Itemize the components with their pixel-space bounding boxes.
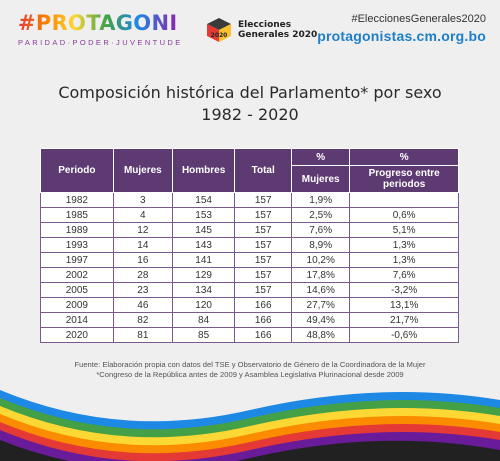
table-row: 1985 4 153 157 2,5% 0,6% [40,207,459,223]
cell-total: 166 [234,327,293,343]
elections-line1: Elecciones [238,20,292,30]
cell-periodo: 2005 [40,282,114,298]
cell-total: 157 [234,207,293,223]
cell-total: 157 [234,282,293,298]
cell-mujeres: 46 [112,297,173,313]
cell-total: 157 [234,192,293,208]
source-note: Fuente: Elaboración propia con datos del… [74,360,426,369]
cell-pct-mujeres: 1,9% [291,192,351,208]
cell-mujeres: 23 [112,282,173,298]
cell-hombres: 145 [171,222,236,238]
congress-note: *Congreso de la República antes de 2009 … [96,370,404,379]
cell-hombres: 141 [171,252,236,268]
subheader-mujeres: Mujeres [291,165,351,193]
header-links: #EleccionesGenerales2020 protagonistas.c… [317,13,486,44]
parliament-table: Periodo Mujeres Hombres Total % % Mujere… [40,148,459,343]
cell-periodo: 1985 [40,207,114,223]
cube-year: 2020 [211,32,228,39]
footer-notes: Fuente: Elaboración propia con datos del… [0,360,500,380]
cell-pct-mujeres: 27,7% [291,297,351,313]
table-row: 2009 46 120 166 27,7% 13,1% [40,297,459,313]
cell-hombres: 143 [171,237,236,253]
cell-pct-mujeres: 48,8% [291,327,351,343]
cell-pct-mujeres: 2,5% [291,207,351,223]
header-mujeres: Mujeres [112,148,173,193]
cell-hombres: 120 [171,297,236,313]
logo-title: #PROTAGONISTAS [18,11,238,35]
cell-periodo: 1993 [40,237,114,253]
cell-mujeres: 16 [112,252,173,268]
cell-mujeres: 28 [112,267,173,283]
cell-periodo: 2002 [40,267,114,283]
ballot-cube-icon: 2020 [207,18,231,42]
cell-hombres: 129 [171,267,236,283]
cell-periodo: 1982 [40,192,114,208]
logo-tagline: PARIDAD·PODER·JUVENTUDE [18,38,183,47]
cell-periodo: 2009 [40,297,114,313]
cell-mujeres: 12 [112,222,173,238]
cell-total: 157 [234,237,293,253]
cell-pct-mujeres: 7,6% [291,222,351,238]
subheader-progreso: Progreso entre periodos [349,165,459,193]
header-total: Total [234,148,293,193]
cell-mujeres: 4 [112,207,173,223]
cell-total: 166 [234,312,293,328]
cell-periodo: 1989 [40,222,114,238]
cell-pct-mujeres: 8,9% [291,237,351,253]
cell-periodo: 2020 [40,327,114,343]
cell-hombres: 85 [171,327,236,343]
cell-mujeres: 81 [112,327,173,343]
page-title: Composición histórica del Parlamento* po… [0,82,500,126]
cell-progreso: 21,7% [349,312,459,328]
title-line2: 1982 - 2020 [201,105,299,124]
cell-progreso: 7,6% [349,267,459,283]
title-line1: Composición histórica del Parlamento* po… [58,83,442,102]
cell-progreso: 0,6% [349,207,459,223]
cell-progreso [349,192,459,208]
table-row: 2020 81 85 166 48,8% -0,6% [40,327,459,343]
cell-hombres: 134 [171,282,236,298]
cell-periodo: 1997 [40,252,114,268]
cell-total: 157 [234,222,293,238]
cell-mujeres: 14 [112,237,173,253]
cell-total: 166 [234,297,293,313]
table-row: 2002 28 129 157 17,8% 7,6% [40,267,459,283]
cell-mujeres: 3 [112,192,173,208]
hashtag: #EleccionesGenerales2020 [351,13,486,25]
protagonistas-logo: #PROTAGONISTAS PARIDAD·PODER·JUVENTUDE [18,11,238,47]
cell-pct-mujeres: 49,4% [291,312,351,328]
table-row: 1989 12 145 157 7,6% 5,1% [40,222,459,238]
cell-periodo: 2014 [40,312,114,328]
cell-progreso: 1,3% [349,252,459,268]
table-row: 2014 82 84 166 49,4% 21,7% [40,312,459,328]
cell-progreso: -3,2% [349,282,459,298]
cell-total: 157 [234,267,293,283]
table-row: 2005 23 134 157 14,6% -3,2% [40,282,459,298]
header-hombres: Hombres [171,148,236,193]
site-url[interactable]: protagonistas.cm.org.bo [317,28,486,44]
cell-pct-mujeres: 14,6% [291,282,351,298]
cell-total: 157 [234,252,293,268]
elections-line2: Generales 2020 [238,30,318,40]
cell-progreso: 5,1% [349,222,459,238]
elections-logo: 2020 Elecciones Generales 2020 [206,17,317,43]
cell-progreso: 13,1% [349,297,459,313]
table-row: 1993 14 143 157 8,9% 1,3% [40,237,459,253]
header-pct-mujeres: % [291,148,351,166]
cell-progreso: 1,3% [349,237,459,253]
cell-progreso: -0,6% [349,327,459,343]
cell-hombres: 153 [171,207,236,223]
table-row: 1997 16 141 157 10,2% 1,3% [40,252,459,268]
cell-hombres: 154 [171,192,236,208]
rainbow-swoosh-decoration [0,390,500,461]
table-row: 1982 3 154 157 1,9% [40,192,459,208]
header-periodo: Periodo [40,148,114,193]
cell-pct-mujeres: 10,2% [291,252,351,268]
cell-pct-mujeres: 17,8% [291,267,351,283]
cell-mujeres: 82 [112,312,173,328]
cell-hombres: 84 [171,312,236,328]
header-pct-progreso: % [349,148,459,166]
